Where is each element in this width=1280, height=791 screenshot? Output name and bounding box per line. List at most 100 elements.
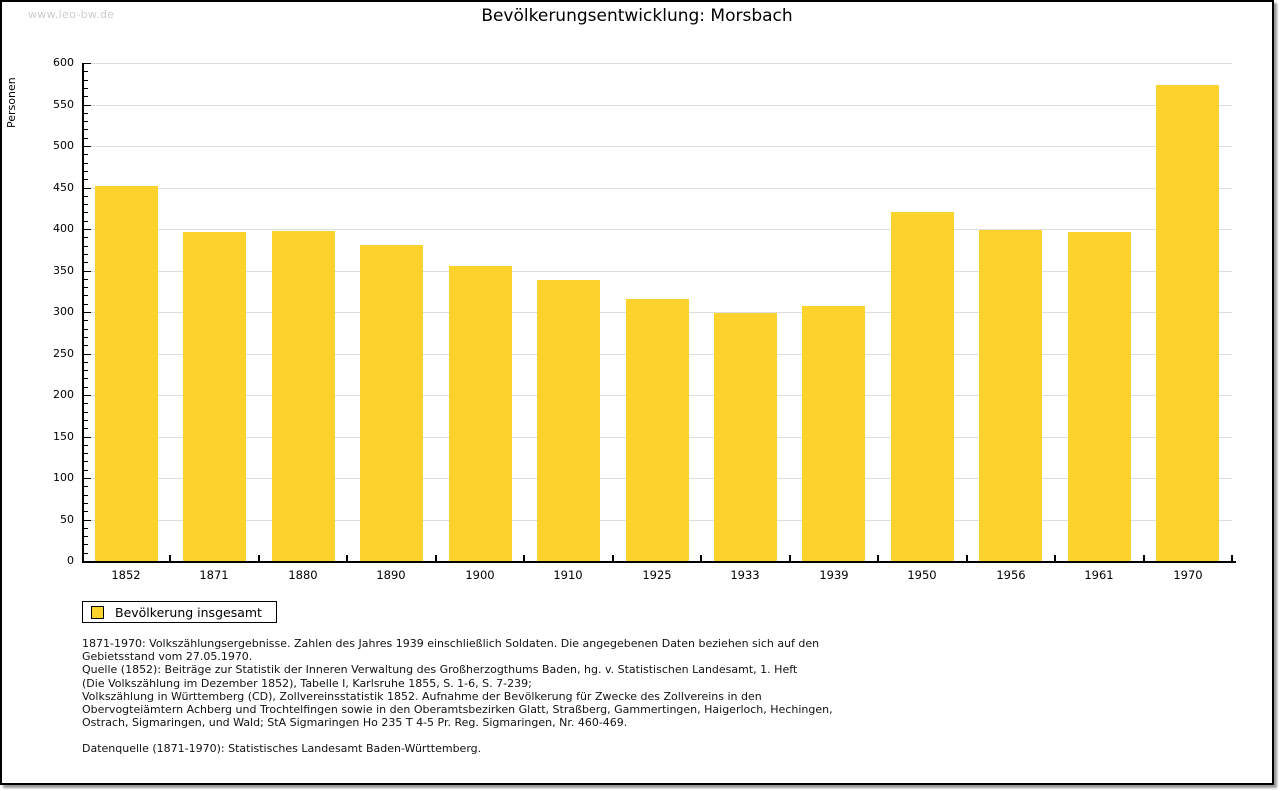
- grid-line: [83, 271, 1232, 272]
- x-tick-label: 1939: [819, 568, 849, 582]
- bar: [1156, 85, 1219, 561]
- x-tick-label: 1956: [996, 568, 1026, 582]
- y-minor-tick: [84, 304, 88, 305]
- y-axis: [82, 63, 84, 562]
- bar: [1068, 232, 1131, 561]
- x-tick: [1054, 555, 1056, 561]
- y-tick-label: 500: [53, 139, 74, 152]
- y-major-tick: [84, 229, 91, 230]
- y-minor-tick: [84, 428, 88, 429]
- bar: [95, 186, 158, 561]
- y-minor-tick: [84, 129, 88, 130]
- y-minor-tick: [84, 246, 88, 247]
- grid-line: [83, 229, 1232, 230]
- y-major-tick: [84, 437, 91, 438]
- y-major-tick: [84, 312, 91, 313]
- y-major-tick: [84, 271, 91, 272]
- x-tick: [1231, 555, 1233, 561]
- footnote-line: Volkszählung in Württemberg (CD), Zollve…: [82, 689, 762, 703]
- y-minor-tick: [84, 370, 88, 371]
- x-tick-label: 1925: [642, 568, 672, 582]
- y-minor-tick: [84, 80, 88, 81]
- x-tick: [612, 555, 614, 561]
- y-minor-tick: [84, 138, 88, 139]
- grid-line: [83, 63, 1232, 64]
- y-minor-tick: [84, 204, 88, 205]
- datasource-line: Datenquelle (1871-1970): Statistisches L…: [82, 742, 482, 755]
- y-minor-tick: [84, 262, 88, 263]
- x-tick-label: 1880: [288, 568, 318, 582]
- y-minor-tick: [84, 171, 88, 172]
- footnotes: 1871-1970: Volkszählungsergebnisse. Zahl…: [82, 637, 833, 729]
- y-minor-tick: [84, 179, 88, 180]
- y-major-tick: [84, 354, 91, 355]
- footnote-line: Ostrach, Sigmaringen, und Wald; StA Sigm…: [82, 716, 628, 730]
- y-major-tick: [84, 188, 91, 189]
- y-minor-tick: [84, 495, 88, 496]
- y-minor-tick: [84, 486, 88, 487]
- y-major-tick: [84, 105, 91, 106]
- y-minor-tick: [84, 553, 88, 554]
- x-tick: [1143, 555, 1145, 561]
- bar: [979, 230, 1042, 561]
- bar: [891, 212, 954, 561]
- y-minor-tick: [84, 445, 88, 446]
- x-tick-label: 1950: [907, 568, 937, 582]
- y-minor-tick: [84, 113, 88, 114]
- y-tick-label: 350: [53, 264, 74, 277]
- y-tick-label: 50: [60, 513, 74, 526]
- y-minor-tick: [84, 536, 88, 537]
- y-minor-tick: [84, 287, 88, 288]
- leo-bw-watermark: www.leo-bw.de: [28, 8, 115, 21]
- y-minor-tick: [84, 387, 88, 388]
- footnote-line: (Die Volkszählung im Dezember 1852), Tab…: [82, 676, 532, 690]
- y-tick-label: 100: [53, 471, 74, 484]
- x-tick-label: 1900: [465, 568, 495, 582]
- bar: [360, 245, 423, 561]
- bar: [272, 231, 335, 561]
- x-tick: [169, 555, 171, 561]
- grid-line: [83, 146, 1232, 147]
- y-major-tick: [84, 478, 91, 479]
- x-axis: [82, 561, 1236, 563]
- x-tick-label: 1852: [111, 568, 141, 582]
- y-major-tick: [84, 146, 91, 147]
- y-tick-label: 600: [53, 56, 74, 69]
- x-tick-label: 1970: [1173, 568, 1203, 582]
- y-minor-tick: [84, 329, 88, 330]
- y-tick-label: 450: [53, 181, 74, 194]
- y-minor-tick: [84, 378, 88, 379]
- footnote-line: Quelle (1852): Beiträge zur Statistik de…: [82, 663, 798, 677]
- footnote-line: Gebietsstand vom 27.05.1970.: [82, 650, 253, 664]
- x-tick: [966, 555, 968, 561]
- y-minor-tick: [84, 412, 88, 413]
- y-minor-tick: [84, 71, 88, 72]
- x-tick: [435, 555, 437, 561]
- y-minor-tick: [84, 163, 88, 164]
- x-tick: [789, 555, 791, 561]
- grid-line: [83, 188, 1232, 189]
- y-major-tick: [84, 395, 91, 396]
- x-tick: [700, 555, 702, 561]
- x-tick-label: 1961: [1084, 568, 1114, 582]
- y-minor-tick: [84, 295, 88, 296]
- x-tick-label: 1890: [376, 568, 406, 582]
- chart-title: Bevölkerungsentwicklung: Morsbach: [481, 6, 793, 26]
- bar: [626, 299, 689, 561]
- y-minor-tick: [84, 511, 88, 512]
- y-tick-label: 400: [53, 222, 74, 235]
- y-minor-tick: [84, 96, 88, 97]
- y-minor-tick: [84, 279, 88, 280]
- y-minor-tick: [84, 212, 88, 213]
- y-minor-tick: [84, 254, 88, 255]
- x-tick: [346, 555, 348, 561]
- y-minor-tick: [84, 403, 88, 404]
- bar: [183, 232, 246, 561]
- x-tick-label: 1910: [553, 568, 583, 582]
- grid-line: [83, 105, 1232, 106]
- y-major-tick: [84, 63, 91, 64]
- y-minor-tick: [84, 362, 88, 363]
- legend-label: Bevölkerung insgesamt: [115, 604, 262, 620]
- y-tick-label: 150: [53, 430, 74, 443]
